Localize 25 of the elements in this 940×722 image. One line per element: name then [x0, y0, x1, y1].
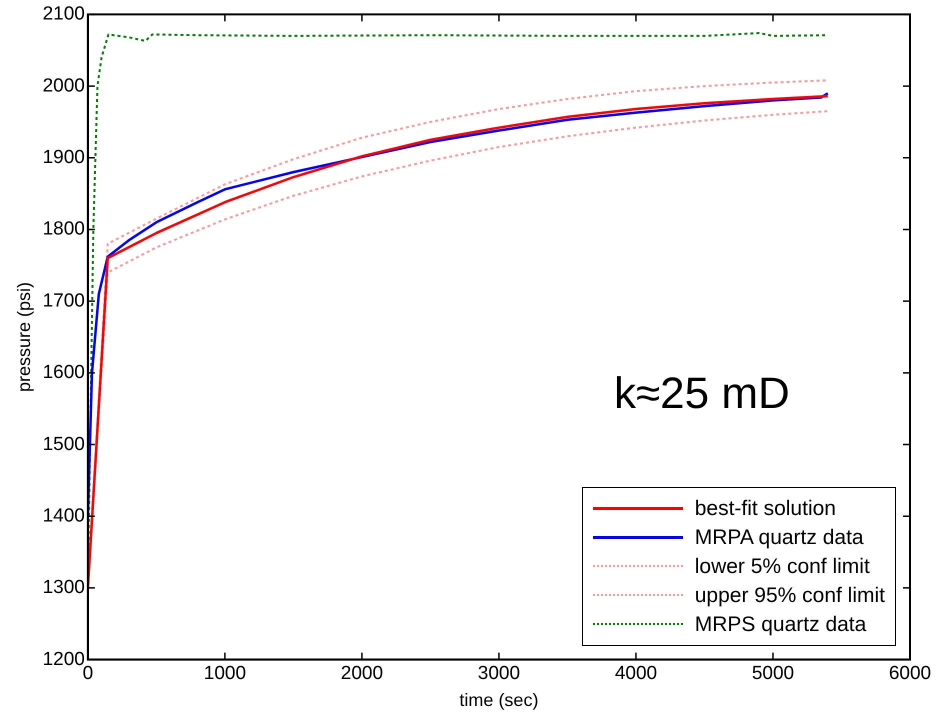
x-tick-label: 2000 — [340, 663, 384, 684]
x-tick-label: 0 — [82, 663, 94, 684]
legend-label: MRPA quartz data — [694, 524, 864, 551]
y-tick-label: 1300 — [42, 577, 85, 598]
x-tick-label: 3000 — [478, 663, 520, 684]
y-tick-label: 2000 — [42, 75, 85, 96]
legend-label: lower 5% conf limit — [694, 554, 870, 580]
y-tick-label: 1200 — [42, 648, 85, 670]
x-axis-title: time (sec) — [459, 690, 538, 710]
y-tick-label: 1400 — [42, 505, 85, 526]
y-tick-label: 1600 — [42, 362, 85, 384]
y-tick-label: 2100 — [42, 4, 85, 25]
annotation: k≈25 mD — [614, 369, 790, 420]
x-tick-label: 4000 — [614, 663, 658, 684]
legend-label: MRPS quartz data — [694, 612, 866, 638]
x-tick-label: 1000 — [204, 663, 246, 684]
y-tick-label: 1500 — [42, 434, 85, 455]
legend-label: upper 95% conf limit — [694, 582, 885, 609]
legend-label: best-fit solution — [694, 496, 836, 522]
y-axis-title: pressure (psi) — [14, 282, 34, 392]
y-tick-label: 1900 — [42, 147, 85, 168]
y-tick-label: 1800 — [42, 218, 85, 240]
y-tick-label: 1700 — [42, 290, 85, 312]
x-tick-label: 6000 — [888, 663, 932, 684]
x-tick-label: 5000 — [752, 663, 794, 684]
